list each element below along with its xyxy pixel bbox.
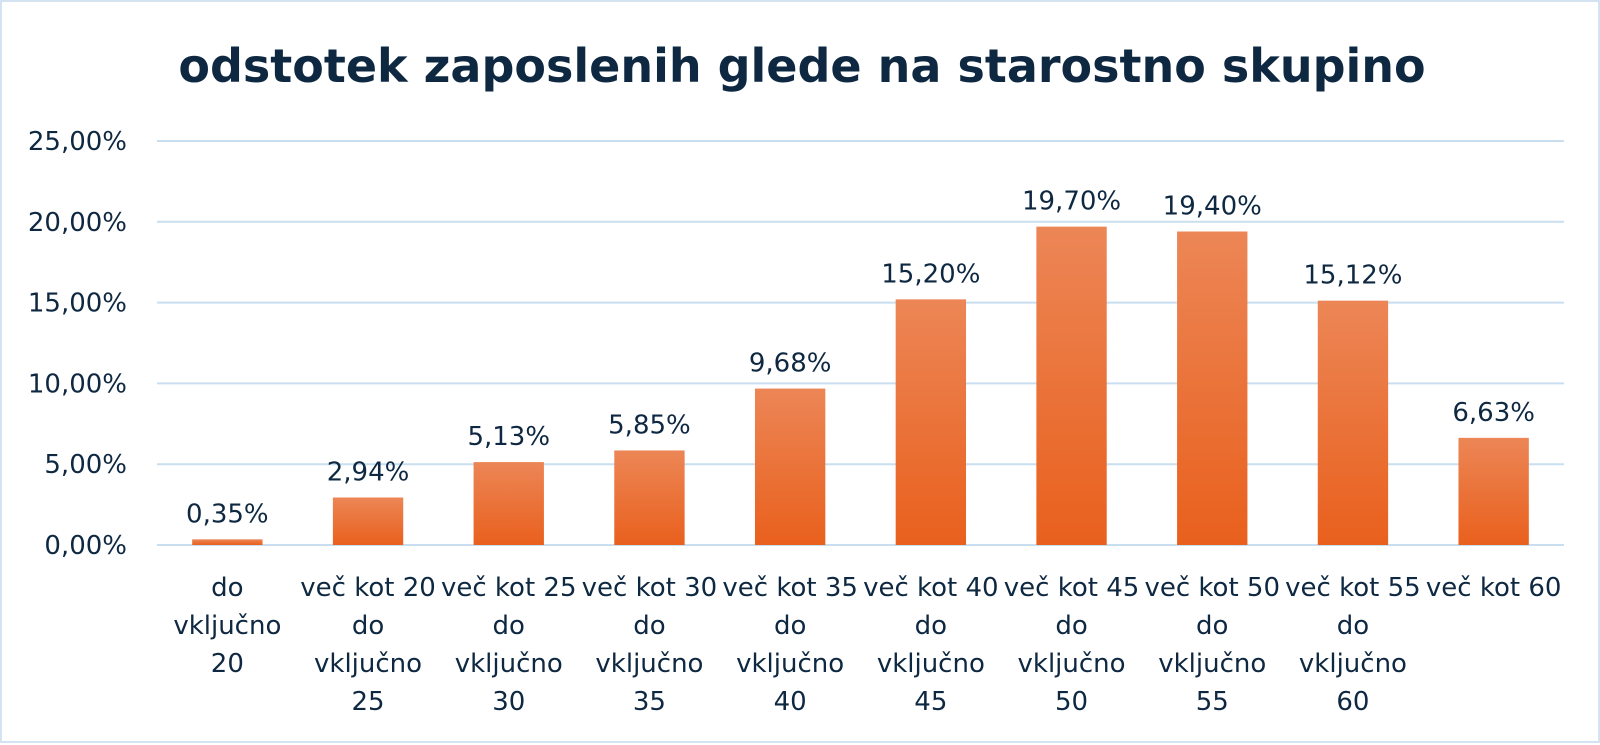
- data-label: 5,13%: [467, 422, 550, 452]
- x-category-label: več kot 35 do vključno 40: [722, 573, 858, 717]
- bar: [1036, 226, 1107, 545]
- data-label: 2,94%: [327, 457, 410, 487]
- data-label: 15,12%: [1303, 261, 1402, 291]
- bar: [332, 497, 404, 545]
- data-label: 0,35%: [186, 499, 269, 529]
- y-tick-label: 0,00%: [44, 531, 127, 561]
- bar: [1317, 300, 1389, 545]
- x-category-label: več kot 55 do vključno 60: [1285, 573, 1421, 717]
- chart-title: odstotek zaposlenih glede na starostno s…: [178, 39, 1425, 93]
- bar: [192, 539, 263, 545]
- bar: [1458, 437, 1529, 545]
- x-category-label: več kot 20 do vključno 25: [300, 573, 436, 717]
- y-tick-label: 5,00%: [44, 450, 127, 480]
- y-tick-label: 25,00%: [28, 127, 127, 157]
- bar: [754, 388, 826, 545]
- y-tick-label: 10,00%: [28, 369, 127, 399]
- x-category-label: več kot 45 do vključno 50: [1004, 573, 1140, 717]
- bar: [614, 450, 685, 545]
- data-label: 19,40%: [1163, 191, 1262, 221]
- data-label: 15,20%: [881, 259, 980, 289]
- bar: [1177, 231, 1248, 545]
- y-tick-label: 20,00%: [28, 208, 127, 238]
- bars: [192, 226, 1529, 545]
- y-axis-ticks: 0,00% 5,00% 10,00% 15,00% 20,00% 25,00%: [28, 127, 127, 561]
- bar: [895, 299, 967, 545]
- data-label: 9,68%: [749, 349, 832, 379]
- x-category-label: več kot 50 do vključno 55: [1144, 573, 1280, 717]
- x-category-label: več kot 60: [1426, 573, 1562, 603]
- data-label: 6,63%: [1452, 398, 1535, 428]
- x-category-label: do vključno 20: [173, 573, 281, 679]
- x-category-label: več kot 40 do vključno 45: [863, 573, 999, 717]
- bar: [473, 462, 544, 545]
- data-label: 5,85%: [608, 410, 691, 440]
- data-label: 19,70%: [1022, 187, 1121, 217]
- x-category-label: več kot 25 do vključno 30: [441, 573, 577, 717]
- x-category-label: več kot 30 do vključno 35: [582, 573, 718, 717]
- data-labels: 0,35% 2,94% 5,13% 5,85% 9,68% 15,20% 19,70% 19,…: [186, 187, 1535, 530]
- y-tick-label: 15,00%: [28, 289, 127, 319]
